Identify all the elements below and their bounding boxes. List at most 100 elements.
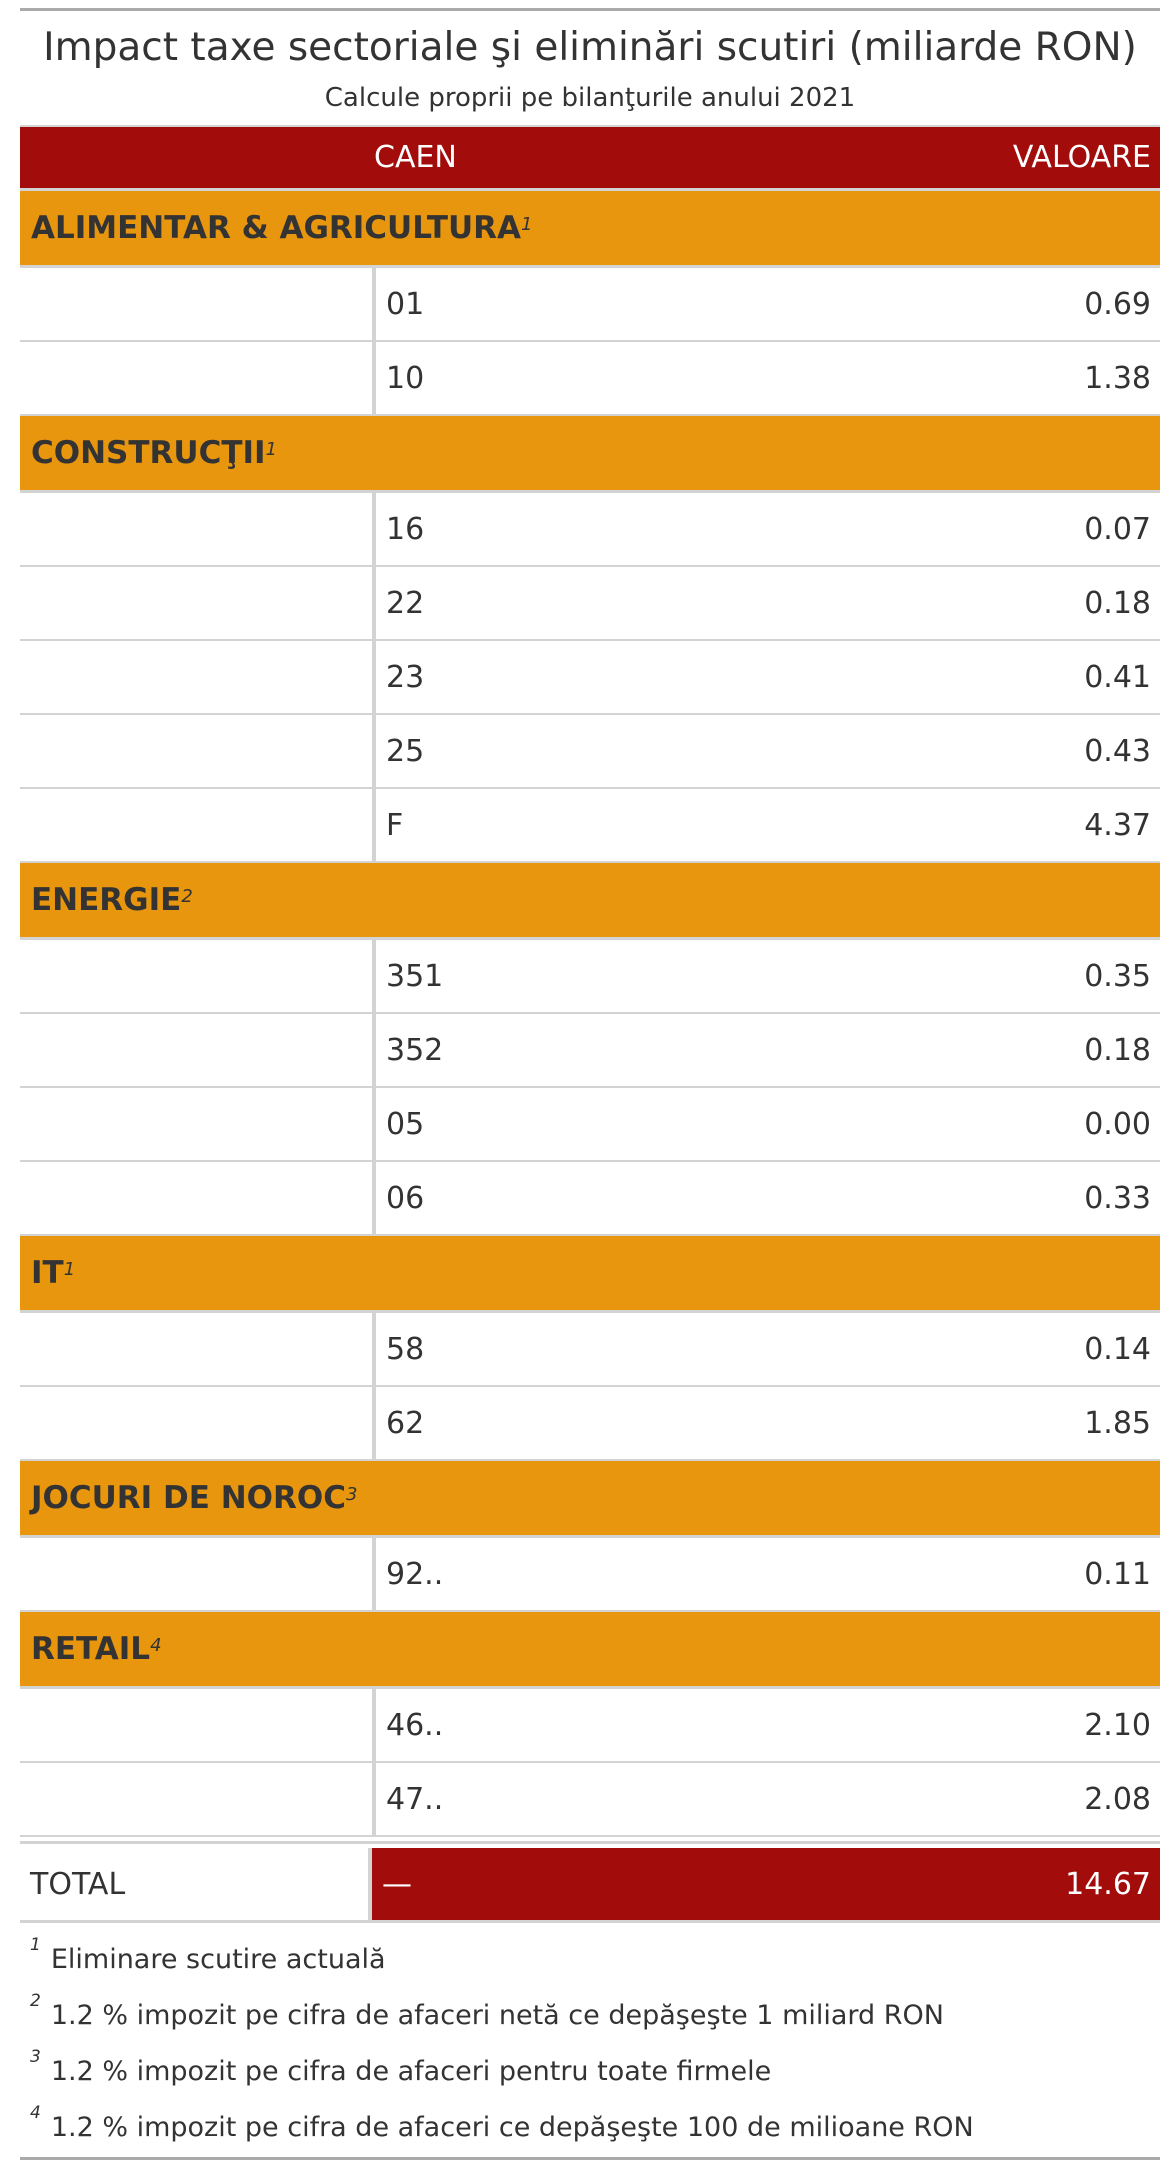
- footnote-text: 1.2 % impozit pe cifra de afaceri netă c…: [50, 1999, 944, 2031]
- column-header-caen: CAEN: [374, 140, 457, 175]
- value-cell: 0.33: [1084, 1180, 1151, 1216]
- row-spacer: [20, 1538, 376, 1610]
- group-footnote-mark: 3: [345, 1483, 358, 1505]
- table-row: 62 1.85: [20, 1387, 1160, 1461]
- table-row: 16 0.07: [20, 493, 1160, 567]
- group-row: ENERGIE 2: [20, 863, 1160, 940]
- footnote-mark: 2: [30, 1991, 41, 2011]
- group-name: ENERGIE: [31, 882, 182, 918]
- value-cell: 0.43: [1084, 733, 1151, 769]
- footnote: 1 Eliminare scutire actuală: [30, 1931, 1160, 1987]
- group-name: RETAIL: [31, 1631, 151, 1667]
- row-spacer: [20, 1387, 376, 1459]
- table-row: 06 0.33: [20, 1162, 1160, 1236]
- total-separator: [20, 1841, 1160, 1848]
- footnote-text: 1.2 % impozit pe cifra de afaceri ce dep…: [50, 2111, 974, 2143]
- row-spacer: [20, 1763, 376, 1835]
- table-row: 05 0.00: [20, 1088, 1160, 1162]
- caen-cell: 352: [386, 1032, 444, 1068]
- value-cell: 0.18: [1084, 1032, 1151, 1068]
- footnote-text: 1.2 % impozit pe cifra de afaceri pentru…: [50, 2055, 772, 2087]
- table-row: 47.. 2.08: [20, 1763, 1160, 1837]
- table-row: 92.. 0.11: [20, 1538, 1160, 1612]
- table-row: 23 0.41: [20, 641, 1160, 715]
- caen-cell: 47..: [386, 1781, 444, 1817]
- value-cell: 2.08: [1084, 1781, 1151, 1817]
- total-label: TOTAL: [20, 1848, 372, 1920]
- group-footnote-mark: 2: [181, 885, 193, 907]
- caen-cell: 05: [386, 1106, 425, 1142]
- top-rule: [20, 8, 1160, 11]
- value-cell: 0.00: [1084, 1106, 1151, 1142]
- row-spacer: [20, 493, 376, 565]
- value-cell: 1.38: [1084, 360, 1151, 396]
- table-container: Impact taxe sectoriale şi eliminări scut…: [20, 8, 1160, 2160]
- row-spacer: [20, 1014, 376, 1086]
- caen-cell: F: [386, 807, 404, 843]
- group-name: IT: [31, 1255, 64, 1291]
- table-row: 352 0.18: [20, 1014, 1160, 1088]
- row-spacer: [20, 342, 376, 414]
- caen-cell: 92..: [386, 1556, 444, 1592]
- row-spacer: [20, 641, 376, 713]
- column-header-row: CAEN VALOARE: [20, 125, 1160, 191]
- footnotes: 1 Eliminare scutire actuală 2 1.2 % impozit…: [20, 1931, 1160, 2155]
- row-spacer: [20, 1088, 376, 1160]
- caen-cell: 22: [386, 585, 425, 621]
- value-cell: 2.10: [1084, 1707, 1151, 1743]
- value-cell: 1.85: [1084, 1405, 1151, 1441]
- row-spacer: [20, 1689, 376, 1761]
- value-cell: 0.35: [1084, 958, 1151, 994]
- table-row: 58 0.14: [20, 1313, 1160, 1387]
- footnote-text: Eliminare scutire actuală: [50, 1943, 386, 1975]
- group-name: JOCURI DE NOROC: [31, 1480, 346, 1516]
- table-row: 22 0.18: [20, 567, 1160, 641]
- table-row: 46.. 2.10: [20, 1689, 1160, 1763]
- table-body: ALIMENTAR & AGRICULTURA 1 01 0.69 10 1.38 CONS…: [20, 191, 1160, 1837]
- footnote: 3 1.2 % impozit pe cifra de afaceri pentr…: [30, 2043, 1160, 2099]
- total-caen: —: [382, 1866, 412, 1902]
- table-title: Impact taxe sectoriale şi eliminări scut…: [43, 25, 1137, 70]
- caen-cell: 62: [386, 1405, 425, 1441]
- footnote-mark: 4: [30, 2103, 41, 2123]
- group-row: ALIMENTAR & AGRICULTURA 1: [20, 191, 1160, 268]
- group-footnote-mark: 1: [265, 438, 277, 460]
- row-spacer: [20, 789, 376, 861]
- caen-cell: 10: [386, 360, 425, 396]
- value-cell: 0.41: [1084, 659, 1151, 695]
- row-spacer: [20, 940, 376, 1012]
- value-cell: 0.18: [1084, 585, 1151, 621]
- caen-cell: 16: [386, 511, 425, 547]
- value-cell: 4.37: [1084, 807, 1151, 843]
- table-row: 01 0.69: [20, 268, 1160, 342]
- total-cell: — 14.67: [372, 1848, 1160, 1920]
- column-header-valoare: VALOARE: [1012, 140, 1151, 175]
- group-footnote-mark: 4: [150, 1634, 162, 1656]
- row-spacer: [20, 567, 376, 639]
- footnote-mark: 1: [30, 1935, 41, 1955]
- value-cell: 0.07: [1084, 511, 1151, 547]
- row-spacer: [20, 268, 376, 340]
- footnote: 2 1.2 % impozit pe cifra de afaceri netă …: [30, 1987, 1160, 2043]
- footnote-mark: 3: [30, 2047, 41, 2067]
- group-name: ALIMENTAR & AGRICULTURA: [31, 210, 522, 246]
- value-cell: 0.14: [1084, 1331, 1151, 1367]
- caen-cell: 06: [386, 1180, 425, 1216]
- total-row: TOTAL — 14.67: [20, 1848, 1160, 1923]
- caen-cell: 01: [386, 286, 425, 322]
- group-footnote-mark: 1: [63, 1258, 76, 1280]
- table-row: 10 1.38: [20, 342, 1160, 416]
- caen-cell: 25: [386, 733, 425, 769]
- row-spacer: [20, 715, 376, 787]
- group-name: CONSTRUCŢII: [31, 435, 266, 471]
- group-footnote-mark: 1: [521, 213, 533, 235]
- table-subtitle: Calcule proprii pe bilanţurile anului 20…: [324, 83, 856, 113]
- group-row: IT 1: [20, 1236, 1160, 1313]
- value-cell: 0.69: [1084, 286, 1151, 322]
- group-row: JOCURI DE NOROC 3: [20, 1461, 1160, 1538]
- group-row: CONSTRUCŢII 1: [20, 416, 1160, 493]
- caen-cell: 23: [386, 659, 425, 695]
- row-spacer: [20, 1313, 376, 1385]
- value-cell: 0.11: [1084, 1556, 1151, 1592]
- table-row: 351 0.35: [20, 940, 1160, 1014]
